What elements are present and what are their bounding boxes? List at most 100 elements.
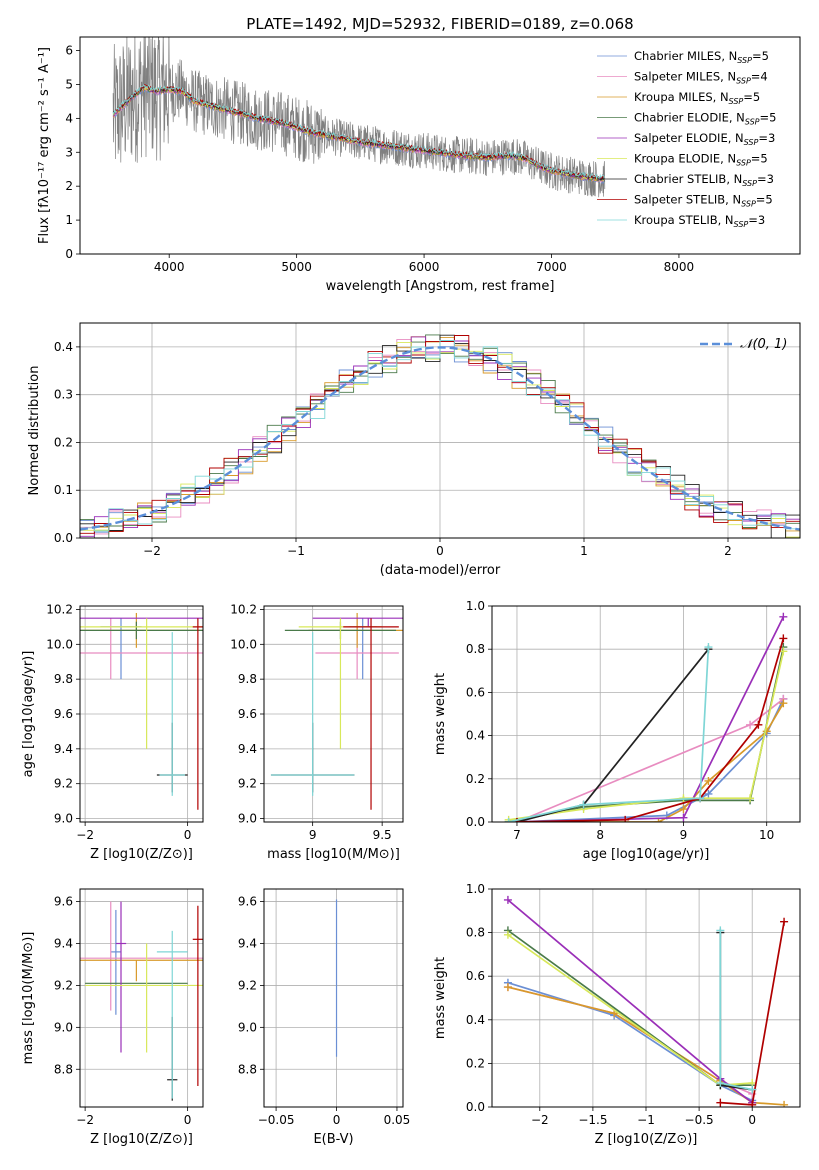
x-tick-label: 7 xyxy=(513,828,521,842)
y-tick-label: 9.6 xyxy=(238,895,257,909)
x-tick-label: 0 xyxy=(333,1113,341,1127)
panel-mass-vs-Z: −2 0 8.8 9.0 9.2 9.4 9.6 Z [log10(Z/Z⊙)] mass [l… xyxy=(21,888,204,1147)
y-tick-label: 1 xyxy=(65,213,73,227)
plot-area xyxy=(270,612,403,810)
legend-label: Kroupa ELODIE, NSSP=5 xyxy=(634,152,768,168)
plot-area xyxy=(504,612,788,822)
y-tick-label: 3 xyxy=(65,145,73,159)
series-marker xyxy=(696,794,705,803)
series-line xyxy=(516,698,784,822)
y-tick-label: 0 xyxy=(65,247,73,261)
x-tick-label: 9 xyxy=(680,828,688,842)
y-tick-label: 8.8 xyxy=(54,1062,73,1076)
legend-label: Salpeter STELIB, NSSP=5 xyxy=(634,193,773,209)
series-marker xyxy=(779,647,788,656)
y-tick-label: 9.0 xyxy=(238,812,257,826)
y-axis-label: mass weight xyxy=(433,957,448,1039)
y-axis-label: mass weight xyxy=(433,673,448,755)
y-axis-label: Flux [fλ10⁻¹⁷ erg cm⁻² s⁻¹ A⁻¹] xyxy=(37,47,52,244)
grid-lines xyxy=(492,605,800,823)
y-tick-label: 0.0 xyxy=(54,531,73,545)
legend-label: Chabrier MILES, NSSP=5 xyxy=(634,49,769,65)
series-line xyxy=(507,929,753,1087)
axes-frame xyxy=(263,888,404,1108)
panel-residuals: −2 −1 0 1 2 0.0 0.1 0.2 0.3 0.4 (data-model)/error… xyxy=(27,322,801,578)
series-line xyxy=(507,981,753,1102)
y-tick-label: 6 xyxy=(65,44,73,58)
spectrum-legend: Chabrier MILES, NSSP=5 Salpeter MILES, NS… xyxy=(597,49,776,229)
series-marker xyxy=(754,720,763,729)
y-tick-label: 9.2 xyxy=(238,777,257,791)
series-marker xyxy=(579,800,588,809)
series-marker xyxy=(679,813,688,822)
x-tick-label: −2 xyxy=(531,1113,549,1127)
x-tick-label: −0.5 xyxy=(685,1113,714,1127)
x-tick-label: 0 xyxy=(184,1113,192,1127)
y-tick-label: 9.6 xyxy=(238,707,257,721)
plot-area xyxy=(80,901,203,1101)
legend-label: Kroupa MILES, NSSP=5 xyxy=(634,90,760,106)
y-tick-label: 0.3 xyxy=(54,388,73,402)
x-axis-label: mass [log10(M/M⊙)] xyxy=(267,847,400,862)
plot-area xyxy=(112,37,606,198)
x-tick-label: 9 xyxy=(309,828,317,842)
series-line xyxy=(516,638,785,822)
x-tick-label: −2 xyxy=(76,828,94,842)
x-tick-label: −2 xyxy=(76,1113,94,1127)
y-tick-label: 9.2 xyxy=(54,777,73,791)
series-marker xyxy=(503,895,512,904)
y-tick-label: 9.0 xyxy=(238,1020,257,1034)
series-marker xyxy=(746,794,755,803)
x-tick-label: 10 xyxy=(759,828,774,842)
y-tick-label: 0.6 xyxy=(466,685,485,699)
series-line xyxy=(516,616,785,822)
x-axis-label: Z [log10(Z/Z⊙)] xyxy=(90,1132,193,1147)
x-axis-label: wavelength [Angstrom, rest frame] xyxy=(326,279,555,294)
series-marker xyxy=(716,926,725,935)
y-tick-label: 0.1 xyxy=(54,483,73,497)
y-tick-label: 2 xyxy=(65,179,73,193)
axes-frame xyxy=(79,36,801,255)
y-tick-label: 0.2 xyxy=(54,435,73,449)
series-line xyxy=(517,702,785,822)
panel-weight-vs-Z: −2 −1.5 −1 −0.5 0 0.0 0.2 0.4 0.6 0.8 1.0 Z [log10(… xyxy=(433,882,801,1147)
grid-lines xyxy=(264,889,403,1107)
series-marker xyxy=(621,815,630,822)
legend-label: Chabrier ELODIE, NSSP=5 xyxy=(634,111,776,127)
x-tick-label: 5000 xyxy=(281,260,312,274)
series-marker xyxy=(704,789,713,798)
y-tick-label: 1.0 xyxy=(466,882,485,896)
series-marker xyxy=(779,634,788,643)
series-marker xyxy=(780,917,789,926)
plot-area xyxy=(503,895,789,1107)
y-axis-label: mass [log10(M/M⊙)] xyxy=(21,932,36,1065)
series-marker xyxy=(704,643,713,652)
y-tick-label: 9.0 xyxy=(54,1020,73,1034)
x-axis-label: (data-model)/error xyxy=(380,563,501,578)
series-line xyxy=(516,698,785,822)
y-tick-label: 9.4 xyxy=(54,937,73,951)
series-marker xyxy=(679,805,688,814)
x-tick-label: 8000 xyxy=(664,260,695,274)
x-tick-label: −1 xyxy=(637,1113,655,1127)
series-marker xyxy=(779,699,788,708)
series-line xyxy=(508,646,785,822)
x-tick-label: 6000 xyxy=(409,260,440,274)
y-tick-label: 0.4 xyxy=(54,340,73,354)
series-line xyxy=(719,932,753,1091)
y-tick-label: 9.8 xyxy=(238,672,257,686)
y-tick-label: 9.8 xyxy=(54,672,73,686)
x-tick-label: −2 xyxy=(143,544,161,558)
x-axis-label: E(B-V) xyxy=(313,1132,353,1147)
legend-label: Salpeter ELODIE, NSSP=3 xyxy=(634,131,775,147)
grid-lines xyxy=(80,889,203,1107)
legend-label: Chabrier STELIB, NSSP=3 xyxy=(634,172,774,188)
panel-weight-vs-age: 7 8 9 10 0.0 0.2 0.4 0.6 0.8 1.0 age [log10(age/yr… xyxy=(433,599,801,862)
x-tick-label: −1.5 xyxy=(578,1113,607,1127)
x-tick-label: 1 xyxy=(580,544,588,558)
x-tick-label: 0.05 xyxy=(384,1113,411,1127)
figure-title: PLATE=1492, MJD=52932, FIBERID=0189, z=0… xyxy=(246,15,633,33)
series-line xyxy=(507,899,753,1104)
series-marker xyxy=(780,1100,789,1107)
series-marker xyxy=(746,720,755,729)
